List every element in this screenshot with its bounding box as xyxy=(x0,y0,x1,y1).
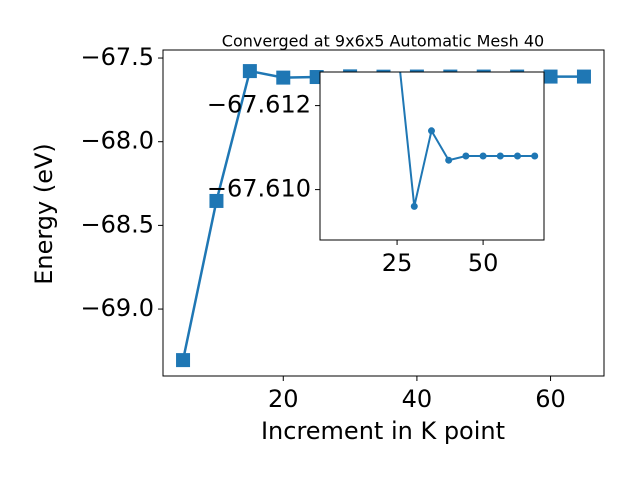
axes: 25 50 −67.612 −67.610 xyxy=(207,71,545,277)
y-tick-label: −67.612 xyxy=(207,91,311,119)
marker xyxy=(531,152,539,160)
marker xyxy=(543,69,558,84)
marker xyxy=(427,127,435,135)
x-axis-label: Increment in K point xyxy=(261,417,505,445)
marker xyxy=(176,353,191,368)
axes-frame xyxy=(319,71,545,241)
marker xyxy=(462,152,470,160)
axes-frame xyxy=(162,49,605,377)
marker xyxy=(576,69,591,84)
y-tick-label: −69.0 xyxy=(80,294,154,322)
marker xyxy=(479,152,487,160)
y-axis-label: Energy (eV) xyxy=(30,143,58,285)
x-tick-label: 20 xyxy=(268,385,299,413)
marker xyxy=(242,64,257,79)
x-tick-label: 40 xyxy=(402,385,433,413)
y-tick-label: −68.0 xyxy=(80,127,154,155)
marker xyxy=(410,202,418,210)
y-tick-label: −68.5 xyxy=(80,210,154,238)
y-tick-label: −67.5 xyxy=(80,43,154,71)
marker xyxy=(445,156,453,164)
plot-area xyxy=(399,72,539,210)
marker xyxy=(496,152,504,160)
x-tick-label: 50 xyxy=(468,249,499,277)
x-tick-label: 60 xyxy=(535,385,566,413)
marker xyxy=(276,70,291,85)
marker xyxy=(209,193,224,208)
chart-title: Converged at 9x6x5 Automatic Mesh 40 xyxy=(222,32,544,51)
y-tick-label: −67.610 xyxy=(207,175,311,203)
marker xyxy=(514,152,522,160)
x-tick-label: 25 xyxy=(382,249,413,277)
